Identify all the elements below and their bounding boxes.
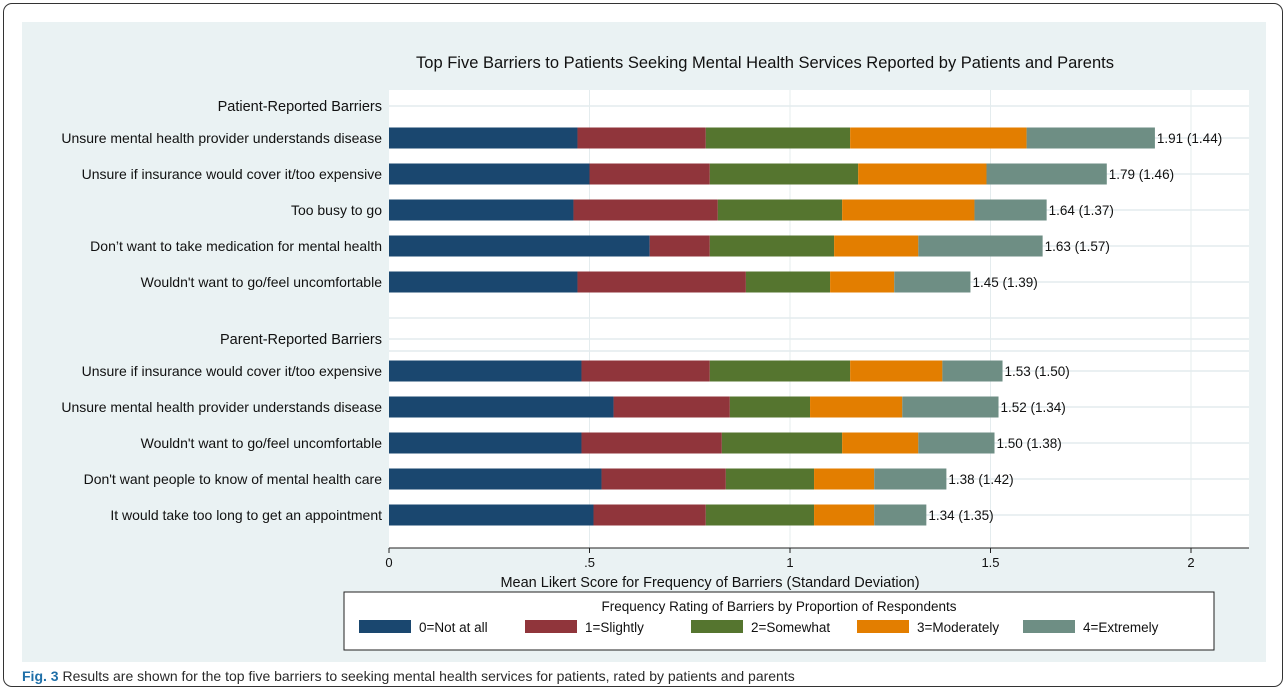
row-label: Unsure mental health provider understand… xyxy=(61,399,382,415)
figure-caption: Fig. 3 Results are shown for the top fiv… xyxy=(22,668,795,684)
bar-segment-0 xyxy=(389,163,590,185)
bar-segment-1 xyxy=(581,360,710,382)
bar-segment-4 xyxy=(942,360,1003,382)
value-label: 1.45 (1.39) xyxy=(972,275,1037,290)
value-label: 1.53 (1.50) xyxy=(1005,364,1070,379)
bar-segment-1 xyxy=(613,396,730,418)
group-label: Parent-Reported Barriers xyxy=(220,332,382,348)
bar-segment-0 xyxy=(389,396,614,418)
legend-label-4: 4=Extremely xyxy=(1083,620,1159,635)
legend-label-2: 2=Somewhat xyxy=(751,620,830,635)
bar-segment-4 xyxy=(986,163,1107,185)
figure-frame: Top Five Barriers to Patients Seeking Me… xyxy=(3,3,1283,687)
bar-segment-2 xyxy=(717,199,843,221)
value-label: 1.38 (1.42) xyxy=(948,472,1013,487)
bar-segment-1 xyxy=(649,235,710,257)
bar-segment-0 xyxy=(389,271,578,293)
row-label: Too busy to go xyxy=(291,202,382,218)
x-tick-label: 2 xyxy=(1187,555,1194,570)
bar-segment-2 xyxy=(729,396,811,418)
bar-segment-4 xyxy=(894,271,971,293)
bar-segment-4 xyxy=(874,468,947,490)
x-axis-ticks: 0 .5 1 1.5 2 xyxy=(385,548,1195,570)
row-label: It would take too long to get an appoint… xyxy=(110,507,382,523)
bar-segment-4 xyxy=(1026,127,1155,149)
bar-segment-4 xyxy=(918,235,1043,257)
row-label: Unsure if insurance would cover it/too e… xyxy=(82,363,383,379)
x-tick-label: 0 xyxy=(385,555,392,570)
x-axis-label: Mean Likert Score for Frequency of Barri… xyxy=(500,575,919,591)
row-label: Don’t want to take medication for mental… xyxy=(90,238,382,254)
row-label: Wouldn't want to go/feel uncomfortable xyxy=(141,435,383,451)
caption-text: Results are shown for the top five barri… xyxy=(58,668,795,684)
bar-segment-0 xyxy=(389,432,582,454)
legend-swatch-4 xyxy=(1023,620,1075,633)
legend-swatch-3 xyxy=(857,620,909,633)
value-label: 1.34 (1.35) xyxy=(928,508,993,523)
bar-segment-1 xyxy=(589,163,710,185)
bar-segment-0 xyxy=(389,504,594,526)
bar-segment-2 xyxy=(705,504,815,526)
legend-swatch-0 xyxy=(359,620,411,633)
value-label: 1.52 (1.34) xyxy=(1001,400,1066,415)
legend-swatch-2 xyxy=(691,620,743,633)
row-label: Don't want people to know of mental heal… xyxy=(84,471,383,487)
legend-label-3: 3=Moderately xyxy=(917,620,999,635)
bar-segment-2 xyxy=(709,360,851,382)
bar-segment-3 xyxy=(810,396,903,418)
group-label: Patient-Reported Barriers xyxy=(218,99,382,115)
bar-segment-2 xyxy=(705,127,851,149)
caption-fig-label: Fig. 3 xyxy=(22,668,59,684)
bar-segment-0 xyxy=(389,468,602,490)
x-tick-label: 1 xyxy=(786,555,793,570)
legend-label-1: 1=Slightly xyxy=(585,620,644,635)
bar-segment-1 xyxy=(573,199,718,221)
bar-segment-0 xyxy=(389,360,582,382)
chart-title: Top Five Barriers to Patients Seeking Me… xyxy=(416,54,1114,72)
bar-segment-2 xyxy=(709,163,859,185)
bar-segment-1 xyxy=(577,271,746,293)
bars xyxy=(389,127,1155,526)
bar-segment-3 xyxy=(842,199,975,221)
row-labels: Patient-Reported Barriers Unsure mental h… xyxy=(61,99,1222,523)
bar-segment-2 xyxy=(725,468,815,490)
legend-title: Frequency Rating of Barriers by Proporti… xyxy=(602,599,957,614)
bar-segment-2 xyxy=(745,271,831,293)
bar-segment-0 xyxy=(389,127,578,149)
bar-segment-1 xyxy=(593,504,706,526)
legend: Frequency Rating of Barriers by Proporti… xyxy=(343,591,1215,651)
bar-segment-1 xyxy=(577,127,706,149)
x-tick-label: 1.5 xyxy=(981,555,999,570)
bar-segment-0 xyxy=(389,199,574,221)
bar-segment-2 xyxy=(709,235,835,257)
bar-segment-3 xyxy=(850,360,943,382)
bar-segment-4 xyxy=(974,199,1047,221)
value-label: 1.79 (1.46) xyxy=(1109,167,1174,182)
row-label: Unsure mental health provider understand… xyxy=(61,130,382,146)
bar-segment-3 xyxy=(834,235,919,257)
bar-segment-3 xyxy=(830,271,895,293)
row-label: Wouldn't want to go/feel uncomfortable xyxy=(141,274,383,290)
value-label: 1.64 (1.37) xyxy=(1049,203,1114,218)
bar-segment-0 xyxy=(389,235,650,257)
bar-segment-3 xyxy=(850,127,1027,149)
chart: Top Five Barriers to Patients Seeking Me… xyxy=(22,22,1266,662)
bar-segment-4 xyxy=(874,504,927,526)
bar-segment-4 xyxy=(902,396,999,418)
value-label: 1.50 (1.38) xyxy=(997,436,1062,451)
bar-segment-4 xyxy=(918,432,995,454)
x-tick-label: .5 xyxy=(584,555,595,570)
bar-segment-2 xyxy=(721,432,843,454)
bar-segment-3 xyxy=(842,432,919,454)
legend-swatch-1 xyxy=(525,620,577,633)
bar-segment-3 xyxy=(814,504,875,526)
bar-segment-3 xyxy=(814,468,875,490)
row-label: Unsure if insurance would cover it/too e… xyxy=(82,166,383,182)
value-label: 1.63 (1.57) xyxy=(1045,239,1110,254)
value-label: 1.91 (1.44) xyxy=(1157,131,1222,146)
bar-segment-1 xyxy=(581,432,722,454)
legend-label-0: 0=Not at all xyxy=(419,620,488,635)
bar-segment-1 xyxy=(601,468,726,490)
bar-segment-3 xyxy=(858,163,987,185)
